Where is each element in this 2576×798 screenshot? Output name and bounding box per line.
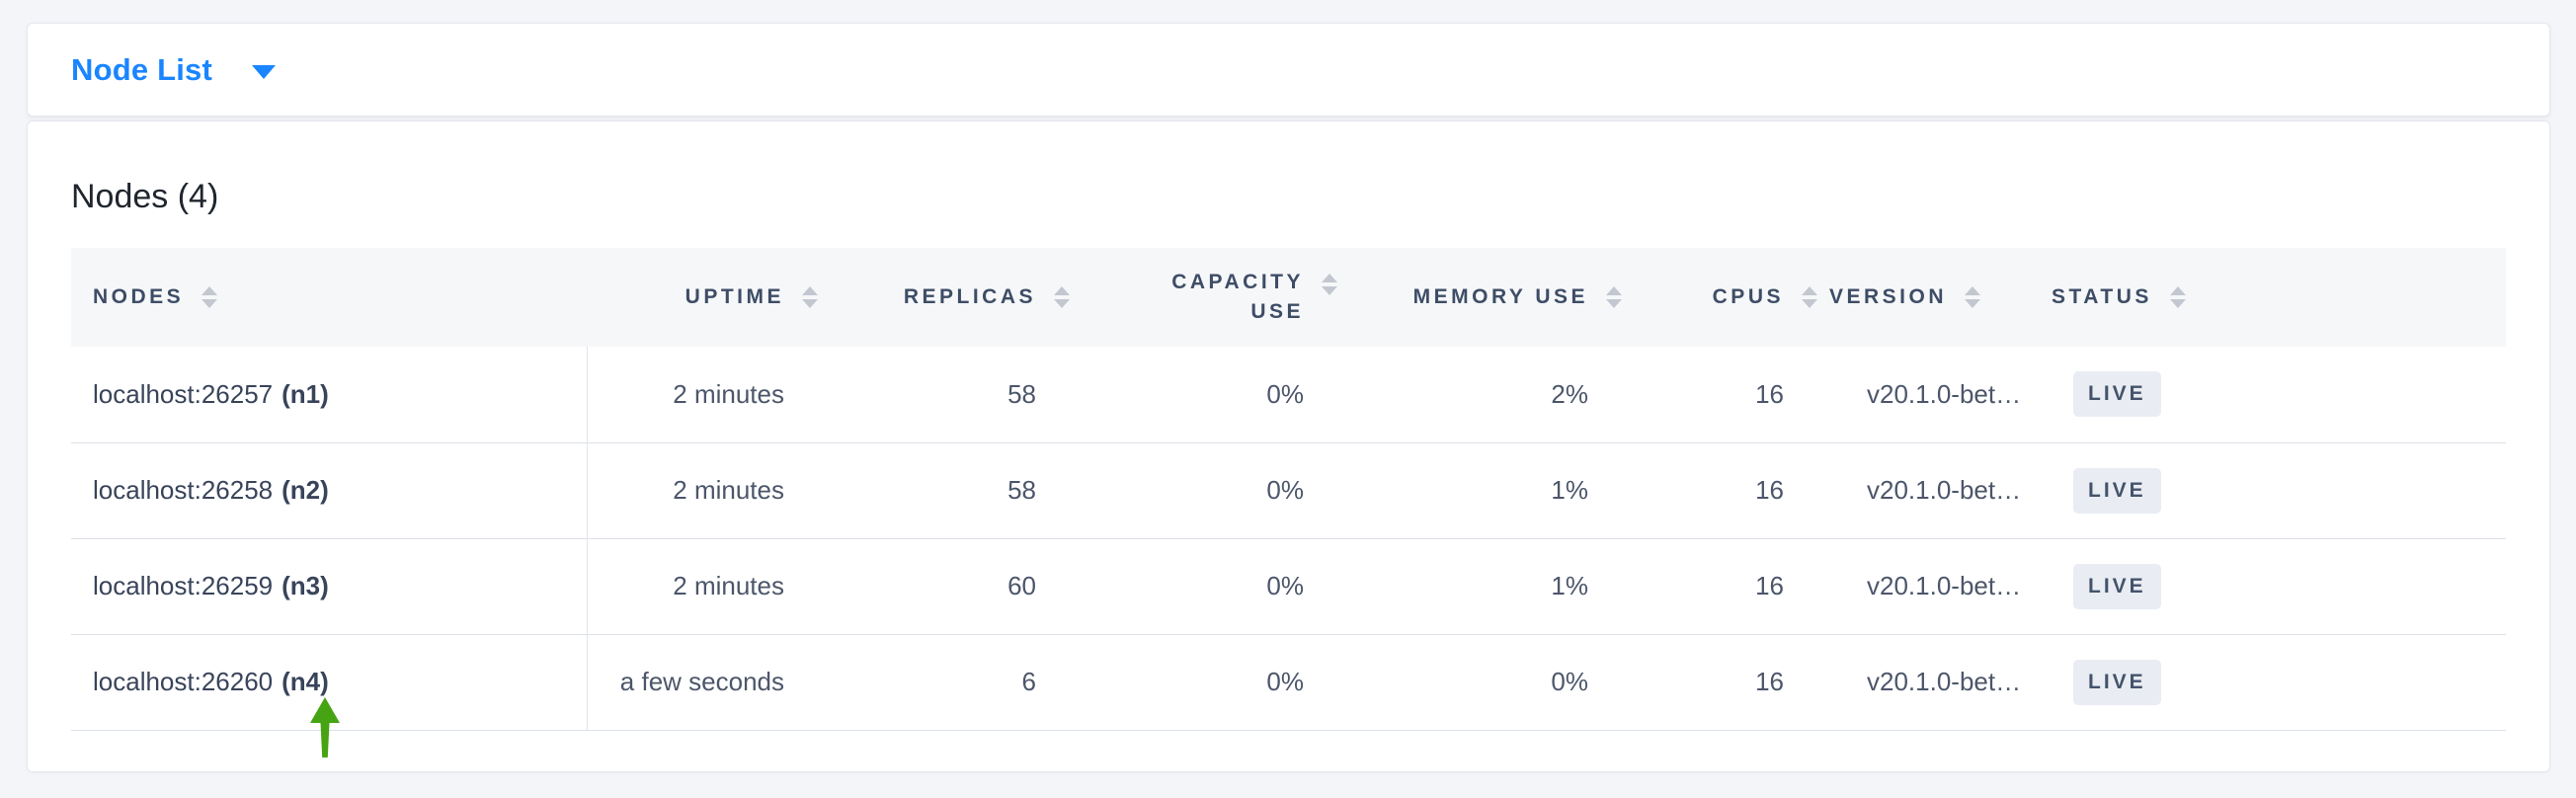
memory-use-cell: 2% — [1349, 347, 1634, 443]
status-badge: LIVE — [2073, 371, 2161, 418]
cpus-cell: 16 — [1634, 634, 1829, 731]
column-label-memory-use: MEMORY USE — [1412, 285, 1588, 308]
sort-icon[interactable] — [201, 286, 218, 308]
sort-icon[interactable] — [1965, 286, 1981, 308]
node-id: (n2) — [282, 475, 329, 505]
replicas-cell: 6 — [830, 634, 1082, 731]
capacity-use-cell: 0% — [1082, 442, 1349, 539]
column-label-nodes: NODES — [93, 285, 185, 308]
column-label-status: STATUS — [2052, 285, 2152, 308]
memory-use-cell: 0% — [1349, 634, 1634, 731]
column-label-replicas: REPLICAS — [903, 285, 1036, 308]
version-cell: v20.1.0-bet… — [1829, 634, 2052, 731]
table-row-node-n3[interactable]: localhost:26259 (n3) 2 minutes 60 0% 1% 1… — [71, 538, 2506, 635]
node-address-link[interactable]: localhost:26259 — [93, 571, 274, 600]
cpus-cell: 16 — [1634, 442, 1829, 539]
uptime-cell: 2 minutes — [587, 442, 830, 539]
version-cell: v20.1.0-bet… — [1829, 347, 2052, 443]
column-header-status[interactable]: STATUS — [2052, 248, 2506, 347]
sort-icon[interactable] — [2169, 286, 2186, 308]
memory-use-cell: 1% — [1349, 538, 1634, 635]
version-cell: v20.1.0-bet… — [1829, 538, 2052, 635]
uptime-cell: 2 minutes — [587, 538, 830, 635]
column-header-memory-use[interactable]: MEMORY USE — [1349, 248, 1634, 347]
replicas-cell: 60 — [830, 538, 1082, 635]
node-address-link[interactable]: localhost:26260 — [93, 667, 274, 696]
replicas-cell: 58 — [830, 442, 1082, 539]
sort-icon[interactable] — [1054, 286, 1070, 308]
capacity-use-cell: 0% — [1082, 347, 1349, 443]
column-header-uptime[interactable]: UPTIME — [587, 248, 830, 347]
node-address-link[interactable]: localhost:26257 — [93, 378, 274, 409]
column-header-capacity-use[interactable]: CAPACITY USE — [1082, 248, 1349, 347]
view-selector-dropdown[interactable]: Node List — [71, 51, 277, 88]
column-header-replicas[interactable]: REPLICAS — [830, 248, 1082, 347]
table-row-node-n1[interactable]: localhost:26257 (n1) 2 minutes 58 0% 2% 1… — [71, 347, 2506, 443]
capacity-use-cell: 0% — [1082, 634, 1349, 731]
nodes-panel: Nodes (4) NODES UPTIME REPLICAS — [27, 120, 2550, 772]
node-id: (n4) — [282, 667, 329, 696]
column-label-version: VERSION — [1829, 285, 1948, 308]
table-row-node-n4[interactable]: localhost:26260 (n4) a few seconds 6 0% 0… — [71, 634, 2506, 731]
column-label-cpus: CPUS — [1712, 285, 1784, 308]
status-badge: LIVE — [2073, 659, 2161, 705]
sort-icon[interactable] — [1802, 286, 1817, 308]
view-selector-bar: Node List — [27, 23, 2550, 117]
nodes-table: NODES UPTIME REPLICAS CAPACITY USE MEMOR… — [71, 248, 2506, 731]
cpus-cell: 16 — [1634, 538, 1829, 635]
memory-use-cell: 1% — [1349, 442, 1634, 539]
column-label-capacity-use: CAPACITY USE — [1171, 271, 1304, 323]
node-id: (n3) — [282, 571, 329, 600]
column-header-nodes[interactable]: NODES — [71, 248, 587, 347]
column-label-uptime: UPTIME — [684, 285, 784, 308]
column-header-version[interactable]: VERSION — [1829, 248, 2052, 347]
capacity-use-cell: 0% — [1082, 538, 1349, 635]
node-id: (n1) — [282, 378, 329, 409]
uptime-cell: a few seconds — [587, 634, 830, 731]
node-address-link[interactable]: localhost:26258 — [93, 475, 274, 505]
sort-icon[interactable] — [1606, 286, 1622, 308]
status-badge: LIVE — [2073, 467, 2161, 514]
green-up-arrow-annotation — [310, 697, 340, 758]
view-selector-label: Node List — [71, 51, 213, 87]
replicas-cell: 58 — [830, 347, 1082, 443]
chevron-down-icon — [252, 64, 277, 79]
table-row-node-n2[interactable]: localhost:26258 (n2) 2 minutes 58 0% 1% 1… — [71, 442, 2506, 539]
sort-icon[interactable] — [1322, 274, 1337, 295]
column-header-cpus[interactable]: CPUS — [1634, 248, 1829, 347]
table-header-row: NODES UPTIME REPLICAS CAPACITY USE MEMOR… — [71, 248, 2506, 347]
page-title: Nodes (4) — [71, 178, 219, 215]
cpus-cell: 16 — [1634, 347, 1829, 443]
uptime-cell: 2 minutes — [587, 347, 830, 443]
status-badge: LIVE — [2073, 563, 2161, 609]
sort-icon[interactable] — [802, 286, 818, 308]
version-cell: v20.1.0-bet… — [1829, 442, 2052, 539]
